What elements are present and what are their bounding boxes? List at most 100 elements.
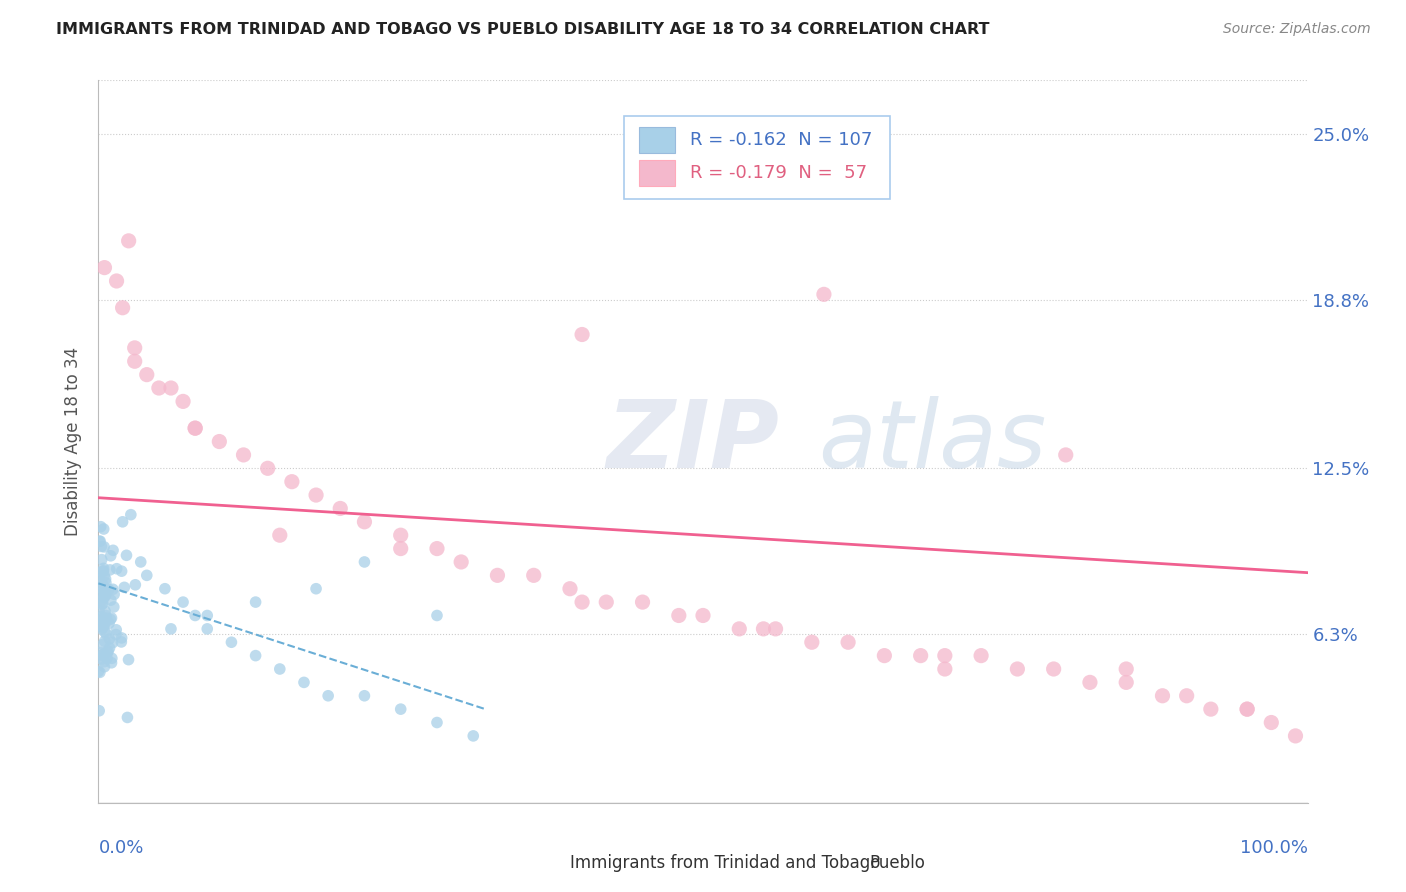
Text: Pueblo: Pueblo <box>870 854 925 871</box>
Point <box>87 603 110 617</box>
Point <box>160 381 183 395</box>
Text: R = -0.179  N =  57: R = -0.179 N = 57 <box>690 164 868 183</box>
Point <box>94 572 117 586</box>
Text: Source: ZipAtlas.com: Source: ZipAtlas.com <box>1223 22 1371 37</box>
Point <box>129 555 152 569</box>
Text: atlas: atlas <box>818 396 1046 487</box>
Point <box>105 627 128 641</box>
Point <box>316 689 339 703</box>
Point <box>101 582 124 597</box>
Point <box>120 508 142 522</box>
Point <box>1260 715 1282 730</box>
Point <box>118 234 141 248</box>
Point <box>426 541 449 556</box>
Point <box>184 421 207 435</box>
Point <box>571 595 593 609</box>
Point <box>89 534 111 549</box>
Point <box>353 515 375 529</box>
Point <box>93 561 115 575</box>
Point <box>1236 702 1258 716</box>
Point <box>813 287 835 301</box>
Point <box>245 648 267 663</box>
Point <box>110 635 132 649</box>
Point <box>89 619 111 633</box>
Point <box>172 394 194 409</box>
Text: R = -0.162  N = 107: R = -0.162 N = 107 <box>690 130 872 149</box>
Point <box>105 562 128 576</box>
Point <box>800 635 823 649</box>
Point <box>98 640 121 655</box>
Text: IMMIGRANTS FROM TRINIDAD AND TOBAGO VS PUEBLO DISABILITY AGE 18 TO 34 CORRELATIO: IMMIGRANTS FROM TRINIDAD AND TOBAGO VS P… <box>56 22 990 37</box>
Point <box>94 588 117 602</box>
Point <box>93 564 115 578</box>
Point <box>115 549 138 563</box>
Point <box>100 656 122 670</box>
Point <box>910 648 932 663</box>
Point <box>96 651 118 665</box>
Point <box>184 421 207 435</box>
Point <box>124 354 146 368</box>
Point <box>90 519 112 533</box>
Point <box>89 534 111 549</box>
Point <box>195 608 218 623</box>
Point <box>256 461 278 475</box>
Point <box>91 579 114 593</box>
Point <box>486 568 509 582</box>
Point <box>98 563 121 577</box>
Point <box>90 645 112 659</box>
Point <box>90 594 112 608</box>
Point <box>96 611 118 625</box>
FancyBboxPatch shape <box>638 127 675 153</box>
Point <box>93 568 115 582</box>
Point <box>93 659 115 673</box>
Point <box>837 635 859 649</box>
Point <box>93 260 115 275</box>
Point <box>98 632 121 646</box>
Point <box>100 549 122 563</box>
Point <box>426 715 449 730</box>
Point <box>1042 662 1064 676</box>
Point <box>91 579 114 593</box>
Point <box>184 608 207 623</box>
Point <box>100 612 122 626</box>
Point <box>934 662 956 676</box>
Point <box>94 588 117 602</box>
Point <box>148 381 170 395</box>
Point <box>450 555 472 569</box>
Point <box>934 648 956 663</box>
Point <box>93 634 115 648</box>
Point <box>135 368 157 382</box>
Text: 100.0%: 100.0% <box>1240 838 1308 857</box>
Point <box>135 568 157 582</box>
Point <box>94 615 117 629</box>
Point <box>970 648 993 663</box>
Point <box>93 584 115 599</box>
Point <box>353 555 375 569</box>
Point <box>89 581 111 595</box>
Y-axis label: Disability Age 18 to 34: Disability Age 18 to 34 <box>65 347 83 536</box>
Point <box>595 595 617 609</box>
Point <box>112 580 135 594</box>
Point <box>160 622 183 636</box>
Point <box>89 614 111 628</box>
Point <box>124 578 146 592</box>
Point <box>100 593 122 607</box>
Point <box>89 704 111 718</box>
Point <box>245 595 267 609</box>
Point <box>329 501 352 516</box>
Point <box>103 587 125 601</box>
Point <box>111 515 134 529</box>
Point <box>91 613 114 627</box>
FancyBboxPatch shape <box>624 117 890 200</box>
FancyBboxPatch shape <box>534 853 562 873</box>
Point <box>111 301 134 315</box>
Point <box>232 448 254 462</box>
Point <box>93 591 115 605</box>
Point <box>93 655 115 669</box>
Point <box>87 665 110 679</box>
Point <box>93 617 115 632</box>
Point <box>90 597 112 611</box>
Point <box>93 589 115 603</box>
FancyBboxPatch shape <box>638 161 675 186</box>
Point <box>105 274 128 288</box>
